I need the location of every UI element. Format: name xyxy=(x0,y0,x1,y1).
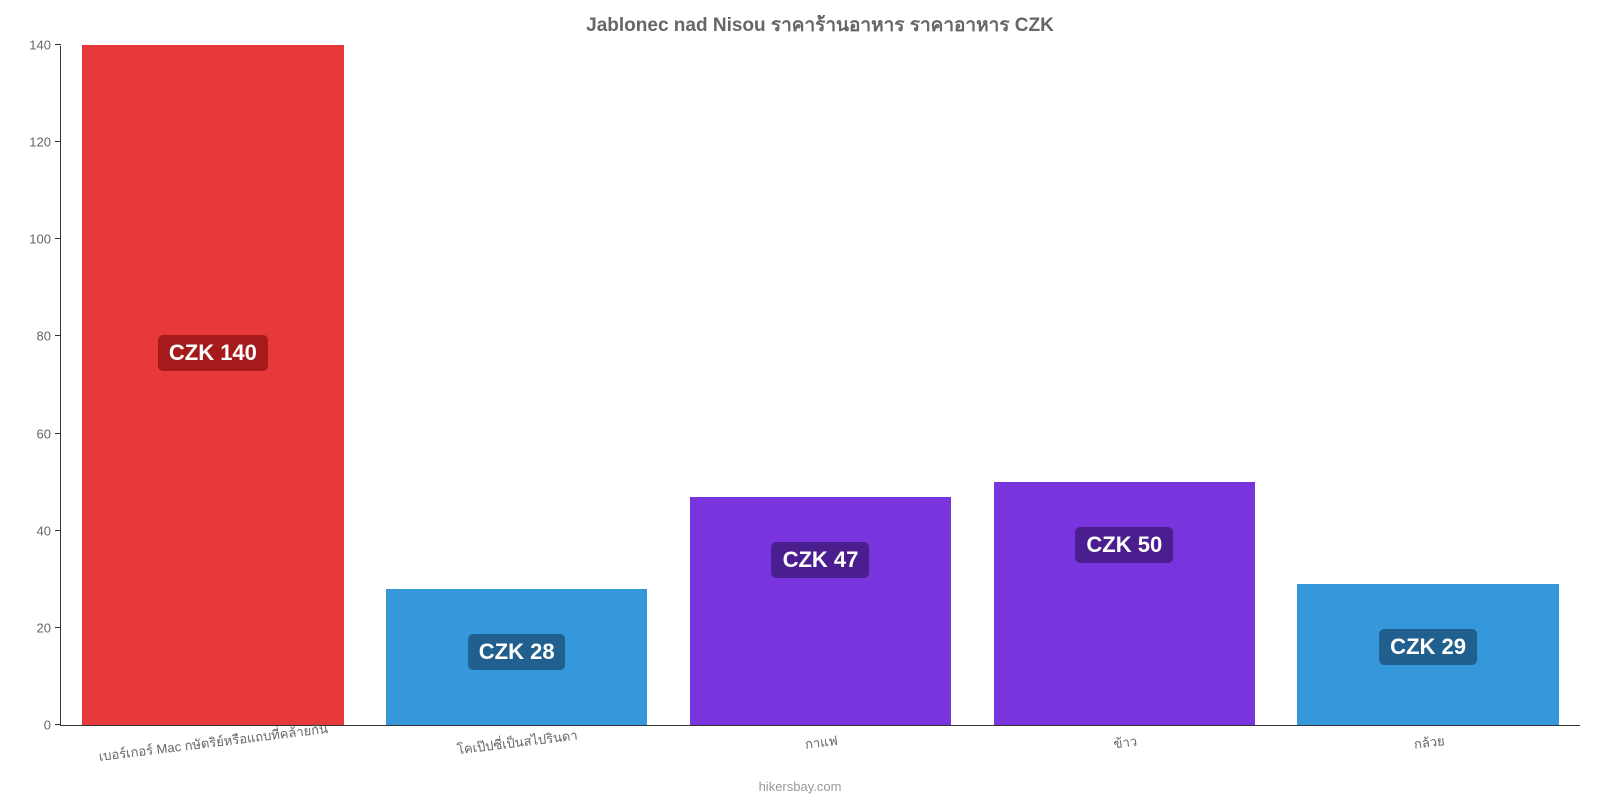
x-tick-label: กาแฟ xyxy=(804,730,839,755)
x-label-slot: โคเป๊ปซี่เป็นสไปรินดา xyxy=(364,732,668,766)
x-label-slot: ข้าว xyxy=(972,732,1276,766)
x-axis-labels: เบอร์เกอร์ Mac กษัตริย์หรือแถบที่คล้ายกั… xyxy=(60,732,1580,766)
y-tick-label: 140 xyxy=(29,38,51,53)
y-tick xyxy=(55,335,61,336)
bar-value-label: CZK 29 xyxy=(1379,629,1477,665)
bar: CZK 29 xyxy=(1297,584,1558,725)
bars-group: CZK 140 CZK 28 CZK 47 CZK 50 CZK 29 xyxy=(61,46,1580,725)
x-label-slot: กาแฟ xyxy=(668,732,972,766)
y-tick xyxy=(55,141,61,142)
y-tick xyxy=(55,724,61,725)
bar-value-label: CZK 50 xyxy=(1075,527,1173,563)
bar-value-label: CZK 47 xyxy=(772,542,870,578)
bar: CZK 50 xyxy=(994,482,1255,725)
bar: CZK 140 xyxy=(82,45,343,725)
y-tick-label: 0 xyxy=(44,718,51,733)
x-label-slot: กล้วย xyxy=(1276,732,1580,766)
y-tick-label: 20 xyxy=(37,620,51,635)
bar: CZK 28 xyxy=(386,589,647,725)
y-tick-label: 80 xyxy=(37,329,51,344)
bar-slot: CZK 47 xyxy=(669,46,973,725)
y-tick xyxy=(55,44,61,45)
chart-container: Jablonec nad Nisou ราคาร้านอาหาร ราคาอาห… xyxy=(60,10,1580,770)
bar: CZK 47 xyxy=(690,497,951,725)
y-tick xyxy=(55,627,61,628)
y-tick-label: 60 xyxy=(37,426,51,441)
x-label-slot: เบอร์เกอร์ Mac กษัตริย์หรือแถบที่คล้ายกั… xyxy=(60,732,364,766)
bar-slot: CZK 50 xyxy=(972,46,1276,725)
bar-slot: CZK 29 xyxy=(1276,46,1580,725)
bar-slot: CZK 28 xyxy=(365,46,669,725)
y-tick xyxy=(55,433,61,434)
chart-title: Jablonec nad Nisou ราคาร้านอาหาร ราคาอาห… xyxy=(60,10,1580,40)
plot-area: CZK 140CZK 28CZK 47CZK 50CZK 29 02040608… xyxy=(60,46,1580,726)
bar-value-label: CZK 28 xyxy=(468,634,566,670)
y-tick-label: 120 xyxy=(29,135,51,150)
attribution-text: hikersbay.com xyxy=(0,779,1600,794)
bar-value-label: CZK 140 xyxy=(158,335,268,371)
x-tick-label: ข้าว xyxy=(1112,731,1138,755)
y-tick xyxy=(55,530,61,531)
y-tick-label: 40 xyxy=(37,523,51,538)
bar-slot: CZK 140 xyxy=(61,46,365,725)
x-tick-label: กล้วย xyxy=(1413,730,1446,755)
y-tick-label: 100 xyxy=(29,232,51,247)
y-tick xyxy=(55,238,61,239)
x-tick-label: โคเป๊ปซี่เป็นสไปรินดา xyxy=(456,725,579,761)
